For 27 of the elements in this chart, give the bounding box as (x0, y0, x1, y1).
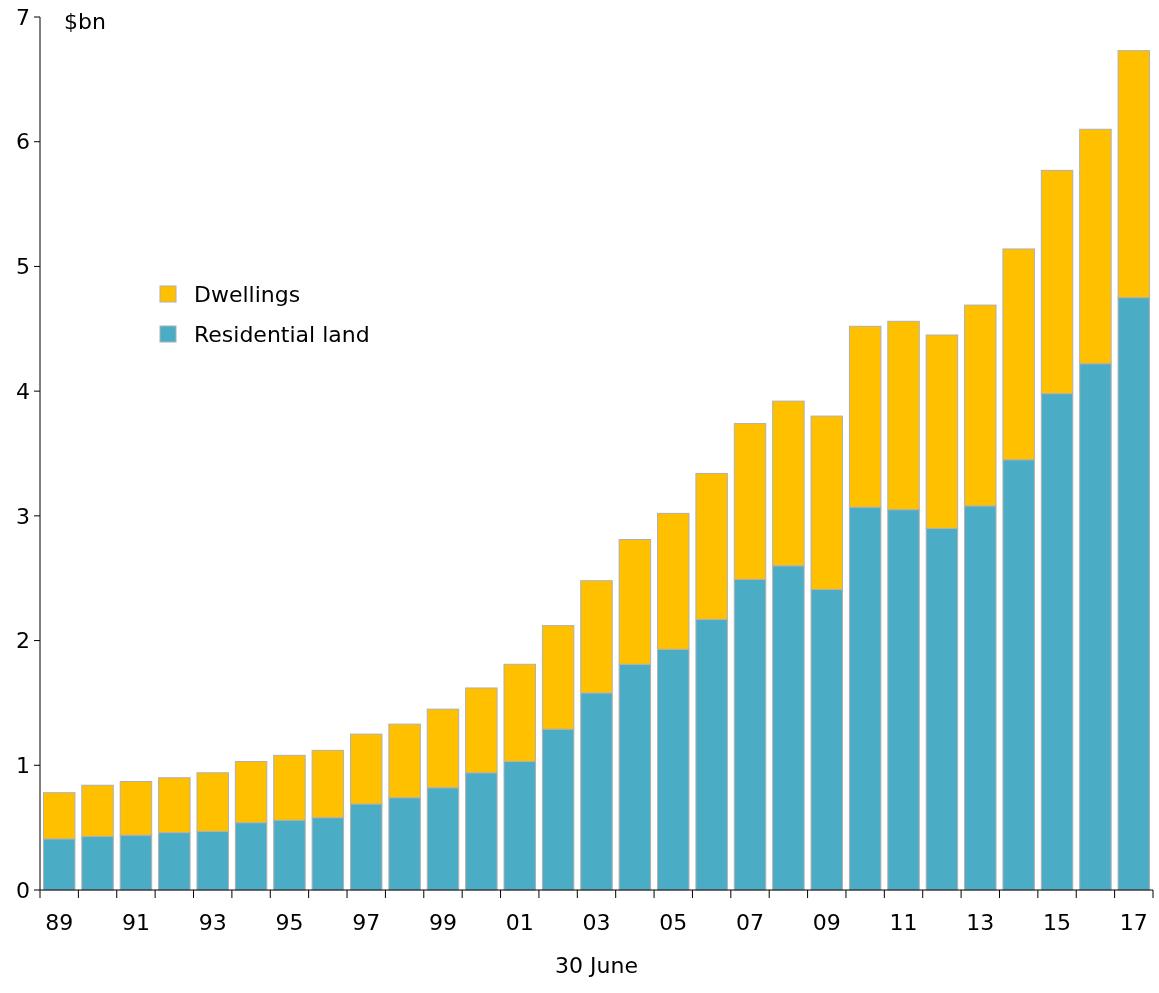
x-tick-label: 93 (198, 910, 227, 935)
y-tick-label: 2 (16, 628, 30, 654)
y-tick-label: 7 (16, 4, 30, 30)
x-tick-label: 91 (121, 910, 150, 935)
x-tick-label: 05 (659, 910, 688, 935)
y-tick-label: 0 (16, 877, 30, 903)
x-tick-label: 15 (1043, 910, 1072, 935)
x-tick-label: 89 (45, 910, 74, 935)
x-tick-label: 17 (1119, 910, 1148, 935)
y-tick-label: 5 (16, 254, 30, 280)
legend-label: Residential land (194, 322, 370, 348)
x-tick-label: 07 (736, 910, 765, 935)
x-axis-title: 30 June (555, 953, 638, 978)
x-tick-label: 97 (352, 910, 381, 935)
legend-label: Dwellings (194, 282, 301, 308)
x-tick-label: 11 (889, 910, 918, 935)
y-axis-title: $bn (64, 9, 106, 34)
x-tick-label: 13 (966, 910, 995, 935)
x-tick-label: 09 (812, 910, 841, 935)
y-tick-label: 6 (16, 129, 30, 155)
x-tick-label: 95 (275, 910, 304, 935)
x-tick-label: 99 (428, 910, 457, 935)
y-tick-label: 4 (16, 378, 30, 404)
y-tick-label: 3 (16, 503, 30, 529)
y-tick-label: 1 (16, 752, 30, 778)
x-tick-label: 01 (505, 910, 534, 935)
x-tick-label: 03 (582, 910, 611, 935)
